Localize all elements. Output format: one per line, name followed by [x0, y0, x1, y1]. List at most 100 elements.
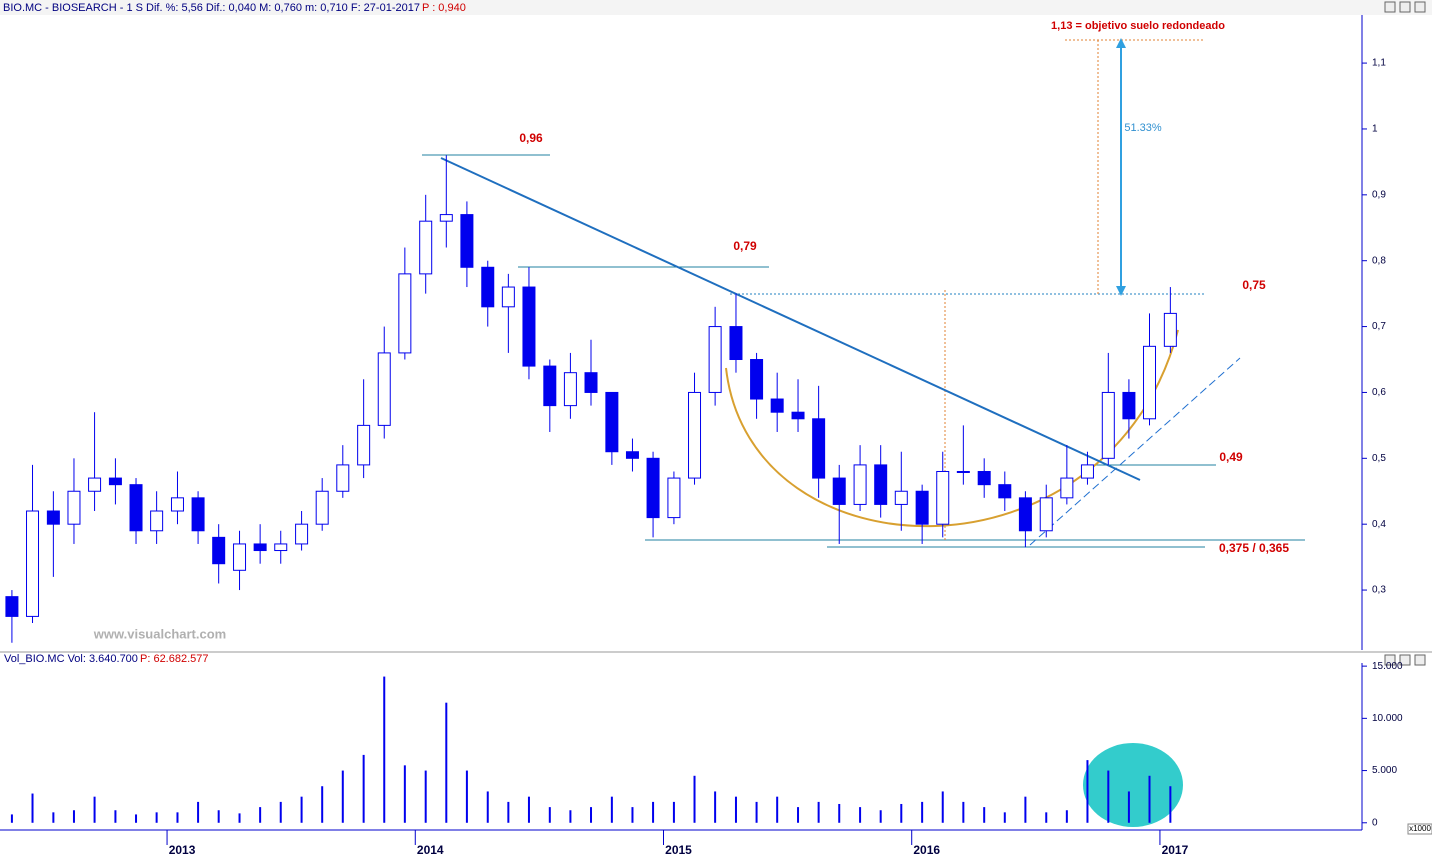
candle-body — [998, 484, 1012, 499]
y-tick-label: 5.000 — [1372, 765, 1397, 776]
volume-bar — [962, 801, 965, 823]
candle-body — [67, 490, 81, 525]
y-tick-label: 10.000 — [1372, 713, 1403, 724]
volume-bar — [321, 786, 324, 823]
volume-bar — [879, 810, 882, 823]
volume-bar — [755, 801, 758, 823]
candle-body — [481, 266, 495, 308]
candle-body — [708, 326, 722, 393]
x-tick-label: 2017 — [1162, 843, 1189, 857]
volume-bar — [197, 801, 200, 823]
volume-bar — [921, 801, 924, 823]
price-header: BIO.MC - BIOSEARCH - 1 S Dif. %: 5,56 Di… — [3, 2, 420, 14]
maximize-button[interactable] — [1399, 654, 1411, 666]
annotation: 1,13 = objetivo suelo redondeado — [1051, 20, 1225, 32]
candle-body — [501, 286, 515, 308]
volume-bar — [52, 812, 55, 823]
candle-body — [191, 497, 205, 532]
y-tick-label: 0,8 — [1372, 255, 1386, 266]
volume-highlight — [1083, 743, 1183, 827]
volume-bar — [1127, 791, 1130, 823]
candle-body — [129, 484, 143, 532]
candle-body — [1039, 497, 1053, 532]
candle-body — [874, 464, 888, 505]
volume-bar — [114, 810, 117, 823]
candle-body — [688, 391, 702, 479]
volume-bar — [838, 803, 841, 823]
y-tick-label: 0,6 — [1372, 387, 1386, 398]
candle-body — [522, 286, 536, 367]
candle-body — [357, 424, 371, 466]
y-tick-label: 15.000 — [1372, 661, 1403, 672]
annotation: 0,49 — [1219, 450, 1243, 464]
volume-bar — [797, 807, 800, 823]
volume-bar — [1169, 786, 1172, 823]
candle-body — [315, 490, 329, 525]
annotation: 0,79 — [733, 239, 757, 253]
candle-body — [750, 359, 764, 400]
candle-body — [5, 596, 19, 617]
watermark: www.visualchart.com — [93, 626, 226, 641]
volume-bar — [590, 807, 593, 823]
candle-body — [1018, 497, 1032, 532]
volume-bar — [507, 801, 510, 823]
y-tick-label: 0,5 — [1372, 453, 1386, 464]
volume-bar — [817, 801, 820, 823]
volume-bar — [445, 702, 448, 823]
volume-header: Vol_BIO.MC Vol: 3.640.700 — [4, 653, 138, 665]
close-button[interactable] — [1414, 1, 1426, 13]
volume-bar — [93, 796, 96, 823]
candle-body — [295, 523, 309, 545]
volume-header-p: P: 62.682.577 — [140, 653, 209, 665]
candle-body — [212, 536, 226, 565]
volume-bar — [217, 810, 220, 823]
volume-bar — [1148, 775, 1151, 823]
volume-bar — [527, 796, 530, 823]
unit-box — [1407, 823, 1432, 835]
candle-body — [667, 477, 681, 519]
volume-bar — [1065, 810, 1068, 823]
x-tick-label: 2016 — [913, 843, 940, 857]
candle-body — [625, 451, 639, 459]
candle-body — [108, 477, 122, 486]
unit-label: x1000 — [1409, 824, 1431, 833]
volume-bar — [983, 807, 986, 823]
volume-bar — [859, 807, 862, 823]
candle-body — [853, 464, 867, 505]
candle-body — [915, 490, 929, 525]
minimize-button[interactable] — [1384, 1, 1396, 13]
window-buttons[interactable] — [1384, 1, 1426, 666]
candle-body — [1101, 391, 1115, 459]
candle-body — [605, 391, 619, 453]
header-bar — [0, 0, 1432, 15]
close-button[interactable] — [1414, 654, 1426, 666]
volume-bar — [569, 810, 572, 823]
volume-bar — [900, 803, 903, 823]
candle-body — [894, 490, 908, 505]
volume-bar — [548, 807, 551, 823]
volume-bar — [1045, 812, 1048, 823]
volume-bar — [1086, 760, 1089, 823]
candle-body — [646, 457, 660, 519]
volume-bar — [734, 796, 737, 823]
candle-body — [419, 220, 433, 275]
candle-body — [253, 543, 267, 552]
volume-bar — [652, 801, 655, 823]
x-tick-label: 2014 — [417, 843, 444, 857]
minimize-button[interactable] — [1384, 654, 1396, 666]
volume-bar — [362, 754, 365, 823]
maximize-button[interactable] — [1399, 1, 1411, 13]
candle-body — [46, 510, 60, 525]
candle-body — [170, 497, 184, 512]
candle-body — [956, 470, 970, 473]
volume-bar — [631, 807, 634, 823]
volume-bar — [714, 791, 717, 823]
volume-bar — [135, 814, 138, 823]
y-tick-label: 1,1 — [1372, 58, 1386, 69]
candle-body — [584, 372, 598, 393]
candle-body — [1080, 464, 1094, 479]
annotation: 0,375 / 0,365 — [1219, 541, 1289, 555]
candle-body — [336, 464, 350, 492]
candle-body — [832, 477, 846, 505]
